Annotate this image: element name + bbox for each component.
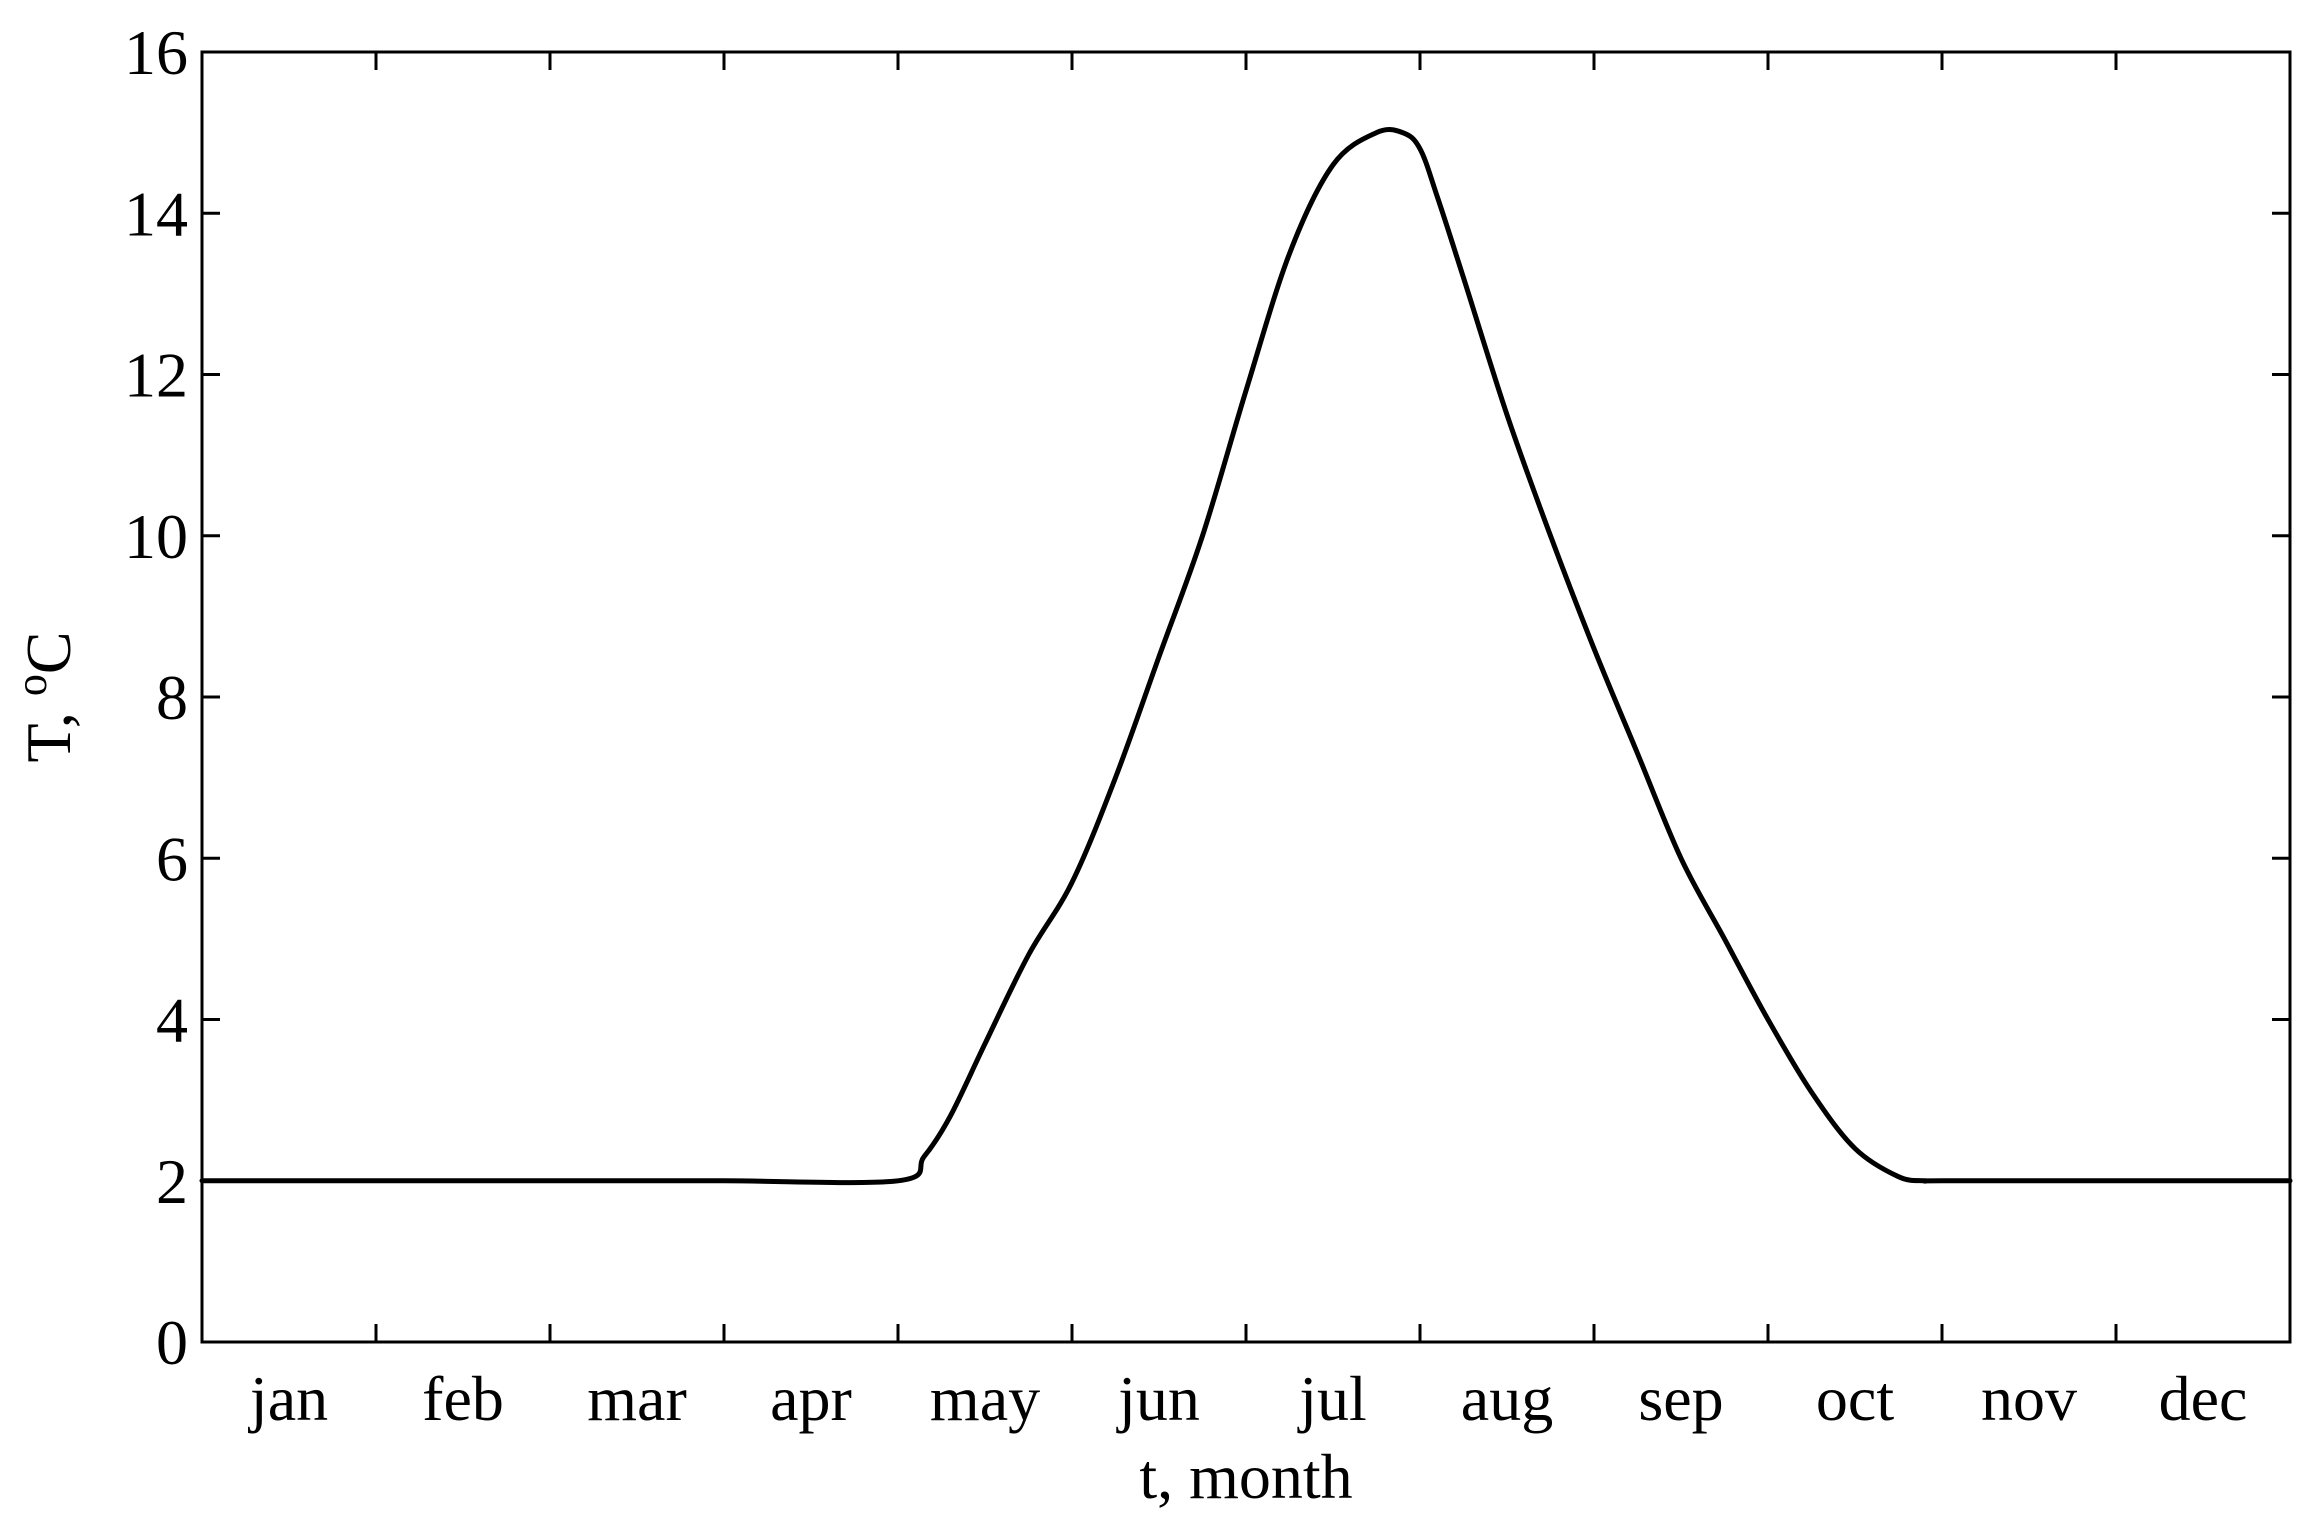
x-tick-label-aug: aug (1461, 1363, 1553, 1434)
x-tick-label-jan: jan (248, 1363, 328, 1434)
x-tick-label-dec: dec (2159, 1363, 2248, 1434)
y-tick-label: 4 (156, 985, 188, 1056)
y-tick-label: 10 (124, 501, 188, 572)
x-tick-label-sep: sep (1638, 1363, 1723, 1434)
temperature-line (199, 127, 2293, 1186)
y-axis-label-unit: C (13, 631, 84, 674)
x-tick-label-mar: mar (587, 1363, 687, 1434)
svg-text:T, oC: T, oC (7, 631, 85, 762)
x-tick-label-oct: oct (1816, 1363, 1894, 1434)
x-tick-label-nov: nov (1981, 1363, 2077, 1434)
y-tick-label: 0 (156, 1307, 188, 1378)
x-tick-label-feb: feb (422, 1363, 504, 1434)
y-axis-label-main: T, (13, 696, 84, 762)
x-tick-label-may: may (930, 1363, 1040, 1434)
y-tick-label: 6 (156, 823, 188, 894)
x-tick-label-jun: jun (1116, 1363, 1200, 1434)
ticks-layer (200, 50, 2292, 1344)
y-axis-label-degree: o (7, 674, 56, 696)
y-tick-label: 2 (156, 1146, 188, 1217)
y-axis-label: T, oC (7, 631, 85, 762)
y-tick-label: 14 (124, 178, 188, 249)
x-tick-label-jul: jul (1297, 1363, 1367, 1434)
y-tick-label: 16 (124, 17, 188, 88)
x-axis-label: t, month (1139, 1441, 1352, 1512)
y-tick-label: 12 (124, 340, 188, 411)
plot-frame (200, 50, 2292, 1344)
tick-labels-layer: 0 2 4 6 8 10 12 14 16 jan feb mar apr may jun jul aug sep… (124, 17, 2247, 1434)
y-tick-label: 8 (156, 662, 188, 733)
x-tick-label-apr: apr (770, 1363, 852, 1434)
